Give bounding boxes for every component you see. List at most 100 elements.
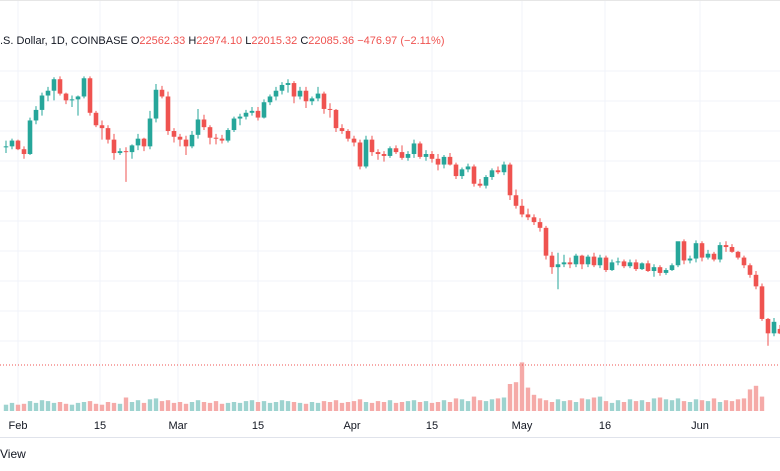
volume-bar [729, 401, 735, 411]
candle-body [321, 93, 327, 109]
candle-body [75, 96, 81, 100]
volume-bar [399, 402, 405, 411]
candle-body [525, 214, 531, 218]
candle-body [15, 140, 21, 150]
volume-bar [429, 402, 435, 411]
volume-bar [579, 398, 585, 411]
x-tick-label: Jun [691, 420, 709, 432]
candle-body [447, 156, 453, 165]
volume-bar [39, 400, 45, 411]
candle-body [735, 251, 741, 258]
volume-bar [111, 402, 117, 411]
candle-body [105, 128, 111, 140]
volume-bar [339, 402, 345, 411]
candle-body [39, 95, 45, 110]
candle-body [153, 89, 159, 119]
volume-bar [447, 402, 453, 411]
volume-bar [213, 401, 219, 411]
volume-bar [519, 362, 525, 411]
volume-bar [183, 403, 189, 411]
candle-body [537, 222, 543, 228]
volume-bar [405, 401, 411, 411]
candle-body [393, 148, 399, 153]
volume-bar [135, 400, 141, 411]
candle-body [603, 257, 609, 271]
candle-body [219, 138, 225, 141]
volume-bar [585, 399, 591, 411]
volume-bar [225, 402, 231, 411]
volume-bar [747, 389, 753, 411]
candle-body [453, 164, 459, 177]
candle-body [201, 119, 207, 128]
candle-body [717, 245, 723, 260]
candle-body [405, 154, 411, 158]
candle-body [207, 127, 213, 138]
volume-bar [33, 402, 39, 411]
volume-bar [369, 402, 375, 411]
candle-body [699, 243, 705, 258]
volume-bar [603, 401, 609, 411]
volume-bar [651, 398, 657, 411]
volume-bar [441, 400, 447, 411]
volume-bar [573, 402, 579, 411]
volume-bar [567, 400, 573, 411]
candle-body [747, 265, 753, 275]
volume-bar [99, 404, 105, 411]
candle-body [723, 245, 729, 248]
candle-body [69, 99, 75, 101]
volume-bar [411, 400, 417, 411]
candle-body [51, 79, 57, 91]
candle-body [567, 262, 573, 265]
symbol-text: .S. Dollar, 1D, COINBASE [0, 35, 128, 47]
candle-body [147, 118, 153, 147]
candle-body [171, 131, 177, 137]
candle-body [285, 83, 291, 85]
candle-body [669, 265, 675, 271]
volume-bar [363, 402, 369, 411]
price-chart[interactable]: Feb 15 Mar 15 Apr 15 May 16 Jun [0, 1, 780, 437]
candle-body [489, 170, 495, 178]
candle-body [345, 131, 351, 139]
candle-body [471, 166, 477, 184]
candle-body [441, 156, 447, 165]
low-label: L [245, 35, 252, 47]
volume-bar [453, 398, 459, 411]
candle-body [63, 93, 69, 101]
volume-bar [297, 402, 303, 411]
candle-body [303, 90, 309, 102]
volume-bar [333, 400, 339, 411]
axis-divider [0, 437, 780, 438]
volume-bar [627, 399, 633, 411]
candle-body [243, 112, 249, 117]
volume-bar [477, 400, 483, 411]
volume-bar [9, 402, 15, 411]
volume-bar [537, 398, 543, 411]
volume-bar [681, 401, 687, 411]
candle-body [591, 256, 597, 266]
volume-bar [531, 394, 537, 411]
volume-bar [63, 403, 69, 411]
candle-body [561, 262, 567, 265]
candle-body [675, 241, 681, 266]
candle-body [663, 270, 669, 273]
candle-body [159, 89, 165, 97]
candle-body [273, 90, 279, 97]
volume-bar [237, 402, 243, 411]
volume-bar [201, 402, 207, 411]
candle-body [375, 152, 381, 155]
volume-bar [117, 403, 123, 411]
volume-bar [633, 401, 639, 411]
candle-body [483, 177, 489, 186]
volume-bar [321, 401, 327, 411]
candle-body [135, 138, 141, 146]
volume-bar [711, 398, 717, 411]
candle-body [765, 318, 771, 334]
volume-bar [3, 404, 9, 411]
candle-body [93, 112, 99, 126]
volume-bar [669, 400, 675, 411]
volume-bar [375, 401, 381, 411]
candle-body [519, 205, 525, 215]
candle-body [369, 139, 375, 153]
candle-body [423, 154, 429, 157]
